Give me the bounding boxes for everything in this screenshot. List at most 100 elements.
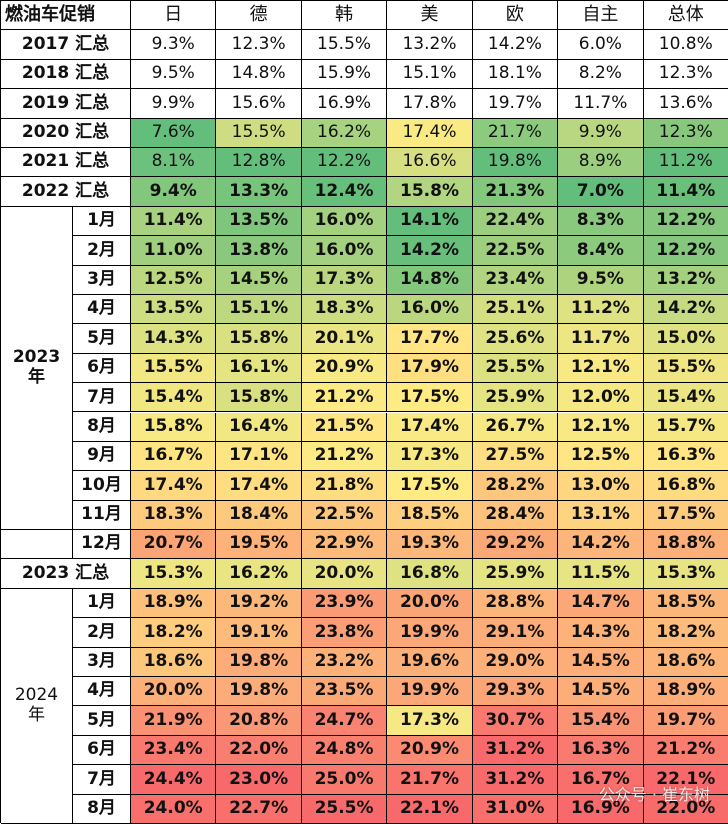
group-label-line: 年: [28, 368, 45, 388]
value-cell: 11.0%: [131, 236, 216, 265]
value-cell: 23.4%: [131, 736, 216, 765]
value-cell: 14.3%: [131, 324, 216, 353]
value-cell: 31.2%: [473, 736, 558, 765]
value-cell: 17.4%: [387, 119, 472, 148]
value-cell: 16.8%: [387, 559, 472, 588]
value-cell: 18.9%: [131, 589, 216, 618]
value-cell: 22.0%: [216, 736, 301, 765]
column-header: 日: [131, 1, 216, 30]
row-label: 5月: [73, 706, 131, 735]
value-cell: 12.4%: [302, 177, 387, 206]
value-cell: 25.0%: [302, 765, 387, 794]
value-cell: 20.0%: [302, 559, 387, 588]
value-cell: 16.1%: [216, 354, 301, 383]
row-label: 5月: [73, 324, 131, 353]
value-cell: 16.0%: [302, 207, 387, 236]
value-cell: 9.5%: [558, 266, 643, 295]
row-label: 7月: [73, 765, 131, 794]
value-cell: 18.9%: [644, 677, 728, 706]
value-cell: 31.2%: [473, 765, 558, 794]
value-cell: 16.2%: [216, 559, 301, 588]
value-cell: 12.2%: [302, 148, 387, 177]
value-cell: 12.3%: [644, 119, 728, 148]
value-cell: 13.5%: [131, 295, 216, 324]
value-cell: 12.3%: [216, 30, 301, 59]
value-cell: 25.9%: [473, 383, 558, 412]
value-cell: 8.9%: [558, 148, 643, 177]
value-cell: 10.8%: [644, 30, 728, 59]
value-cell: 16.2%: [302, 119, 387, 148]
value-cell: 21.2%: [302, 383, 387, 412]
value-cell: 15.5%: [216, 119, 301, 148]
watermark: 公众号 · 崔东树: [599, 781, 710, 805]
corner-header: 燃油车促销: [1, 1, 131, 30]
value-cell: 11.2%: [644, 148, 728, 177]
value-cell: 18.5%: [387, 501, 472, 530]
value-cell: 17.1%: [216, 442, 301, 471]
value-cell: 23.2%: [302, 648, 387, 677]
value-cell: 28.4%: [473, 501, 558, 530]
value-cell: 21.7%: [387, 765, 472, 794]
value-cell: 20.9%: [302, 354, 387, 383]
value-cell: 16.7%: [131, 442, 216, 471]
value-cell: 16.0%: [387, 295, 472, 324]
value-cell: 13.1%: [558, 501, 643, 530]
value-cell: 9.4%: [131, 177, 216, 206]
value-cell: 21.2%: [302, 442, 387, 471]
value-cell: 12.0%: [558, 383, 643, 412]
value-cell: 8.2%: [558, 60, 643, 89]
row-label: 2020 汇总: [1, 119, 131, 148]
value-cell: 13.2%: [387, 30, 472, 59]
value-cell: 14.5%: [216, 266, 301, 295]
value-cell: 19.9%: [387, 677, 472, 706]
value-cell: 21.7%: [473, 119, 558, 148]
value-cell: 17.3%: [302, 266, 387, 295]
value-cell: 16.3%: [644, 442, 728, 471]
value-cell: 23.4%: [473, 266, 558, 295]
value-cell: 19.5%: [216, 530, 301, 559]
group-label-line: 2023: [13, 348, 60, 368]
value-cell: 15.5%: [131, 354, 216, 383]
value-cell: 17.4%: [387, 413, 472, 442]
value-cell: 12.1%: [558, 413, 643, 442]
value-cell: 17.5%: [387, 471, 472, 500]
value-cell: 15.3%: [131, 559, 216, 588]
value-cell: 17.4%: [216, 471, 301, 500]
value-cell: 14.7%: [558, 589, 643, 618]
row-label: 2021 汇总: [1, 148, 131, 177]
value-cell: 11.4%: [131, 207, 216, 236]
value-cell: 29.1%: [473, 618, 558, 647]
value-cell: 17.5%: [387, 383, 472, 412]
value-cell: 25.1%: [473, 295, 558, 324]
value-cell: 28.8%: [473, 589, 558, 618]
value-cell: 17.7%: [387, 324, 472, 353]
value-cell: 20.9%: [387, 736, 472, 765]
value-cell: 15.8%: [131, 413, 216, 442]
value-cell: 15.0%: [644, 324, 728, 353]
value-cell: 15.5%: [644, 354, 728, 383]
value-cell: 19.7%: [473, 89, 558, 118]
value-cell: 19.7%: [644, 706, 728, 735]
value-cell: 29.2%: [473, 530, 558, 559]
column-header: 总体: [644, 1, 728, 30]
value-cell: 15.4%: [558, 706, 643, 735]
value-cell: 22.5%: [302, 501, 387, 530]
value-cell: 16.0%: [302, 236, 387, 265]
value-cell: 15.1%: [387, 60, 472, 89]
value-cell: 12.1%: [558, 354, 643, 383]
value-cell: 7.0%: [558, 177, 643, 206]
value-cell: 19.3%: [387, 530, 472, 559]
value-cell: 22.1%: [387, 795, 472, 824]
row-label: 4月: [73, 677, 131, 706]
value-cell: 20.0%: [387, 589, 472, 618]
value-cell: 29.0%: [473, 648, 558, 677]
value-cell: 31.0%: [473, 795, 558, 824]
value-cell: 18.6%: [131, 648, 216, 677]
value-cell: 16.6%: [387, 148, 472, 177]
row-label: 7月: [73, 383, 131, 412]
value-cell: 15.8%: [216, 324, 301, 353]
value-cell: 14.8%: [387, 266, 472, 295]
value-cell: 16.3%: [558, 736, 643, 765]
value-cell: 29.3%: [473, 677, 558, 706]
row-label: 12月: [73, 530, 131, 559]
